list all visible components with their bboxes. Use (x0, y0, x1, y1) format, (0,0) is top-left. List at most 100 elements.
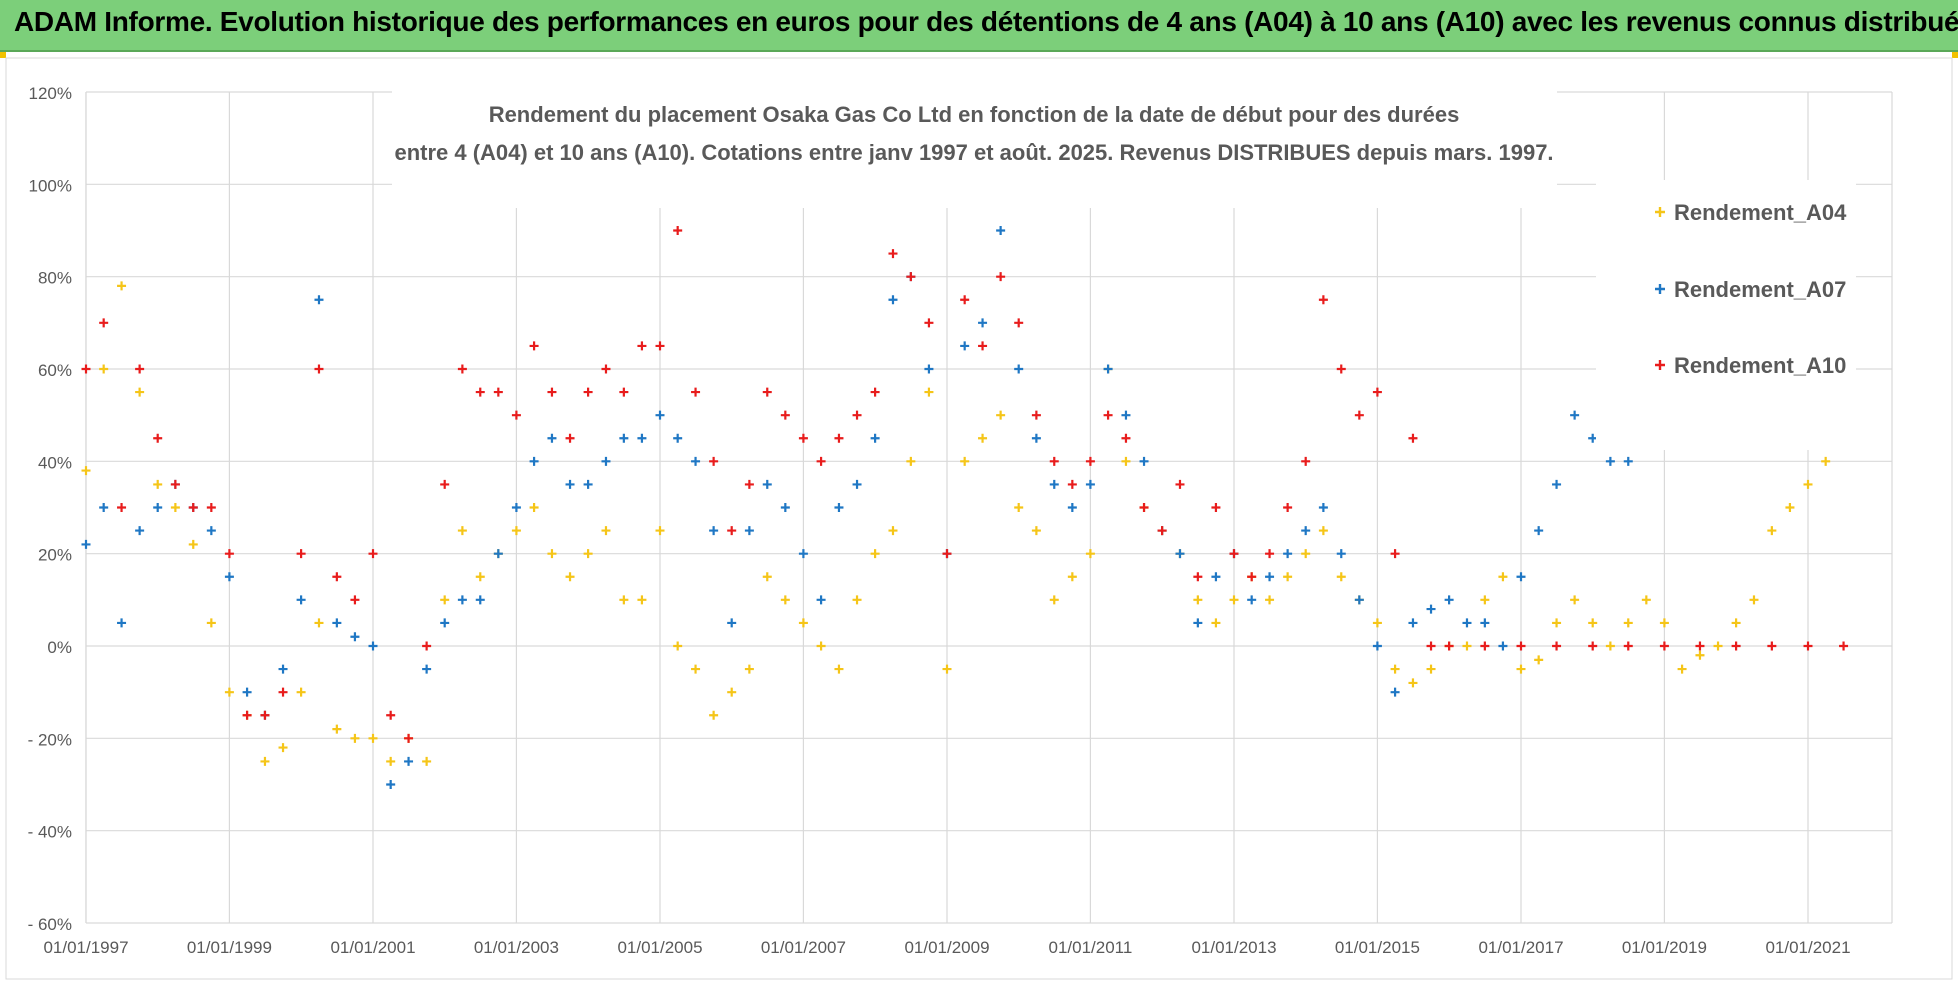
data-point (1534, 526, 1544, 536)
data-point (996, 410, 1006, 420)
data-point (709, 456, 719, 466)
data-point (888, 526, 898, 536)
data-point (673, 641, 683, 651)
data-point (1390, 687, 1400, 697)
data-point (99, 364, 109, 374)
data-point (601, 526, 611, 536)
legend-box (1596, 180, 1856, 450)
data-point (153, 503, 163, 512)
data-point (314, 618, 324, 628)
data-point (1677, 664, 1687, 674)
data-point (1247, 572, 1257, 582)
data-point (942, 664, 952, 674)
data-point (870, 387, 880, 397)
data-point (1516, 572, 1526, 582)
data-point (655, 341, 665, 351)
data-point (1265, 595, 1275, 605)
data-point (1552, 618, 1562, 628)
data-point (422, 641, 432, 651)
data-point (727, 687, 737, 697)
data-point (924, 318, 934, 328)
data-point (978, 318, 988, 328)
data-point (637, 433, 647, 443)
data-point (511, 526, 521, 536)
data-point (386, 756, 396, 766)
data-point (960, 295, 970, 305)
data-point (1014, 318, 1024, 328)
data-point (1767, 641, 1777, 651)
data-point (619, 433, 629, 443)
legend-label: Rendement_A10 (1674, 353, 1846, 378)
data-point (1318, 526, 1328, 536)
data-point (1372, 387, 1382, 397)
data-point (457, 595, 467, 605)
data-point (170, 503, 180, 512)
data-point (1336, 364, 1346, 374)
y-tick-label: 20% (38, 546, 72, 565)
data-point (1570, 410, 1580, 420)
y-tick-label: 60% (38, 361, 72, 380)
data-point (386, 710, 396, 720)
data-point (529, 341, 539, 351)
data-point (457, 526, 467, 536)
data-point (1623, 618, 1633, 628)
data-point (1031, 526, 1041, 536)
data-point (583, 479, 593, 489)
data-point (870, 433, 880, 443)
data-point (1247, 595, 1257, 605)
data-point (1157, 526, 1167, 536)
data-point (780, 410, 790, 420)
data-point (1552, 641, 1562, 651)
data-point (368, 733, 378, 743)
data-point (1731, 618, 1741, 628)
x-tick-label: 01/01/2015 (1335, 938, 1420, 957)
y-tick-label: 120% (29, 84, 72, 103)
data-point (565, 479, 575, 489)
data-point (1570, 595, 1580, 605)
data-point (1336, 572, 1346, 582)
data-point (870, 549, 880, 559)
data-point (906, 456, 916, 466)
data-point (691, 456, 701, 466)
vertical-gridlines (85, 92, 1893, 923)
data-point (924, 387, 934, 397)
data-point (780, 503, 790, 512)
data-point (1534, 655, 1544, 665)
chart-title-line-2: entre 4 (A04) et 10 ans (A10). Cotations… (394, 140, 1553, 165)
data-point (798, 433, 808, 443)
chart-title-line-1: Rendement du placement Osaka Gas Co Ltd … (489, 102, 1460, 127)
data-point (1193, 572, 1203, 582)
data-point (511, 410, 521, 420)
data-point (762, 387, 772, 397)
data-point (637, 595, 647, 605)
data-point (153, 479, 163, 489)
x-tick-label: 01/01/2017 (1478, 938, 1563, 957)
data-point (135, 364, 145, 374)
data-point (153, 433, 163, 443)
data-point (260, 756, 270, 766)
data-point (368, 641, 378, 651)
data-point (1803, 641, 1813, 651)
data-point (1067, 479, 1077, 489)
data-point (727, 526, 737, 536)
legend-marker (1655, 284, 1665, 294)
data-point (744, 479, 754, 489)
data-point (1695, 641, 1705, 651)
data-point (242, 687, 252, 697)
data-point (99, 503, 109, 512)
data-point (81, 364, 91, 374)
data-point (206, 526, 216, 536)
data-point (457, 364, 467, 374)
data-point (1139, 456, 1149, 466)
data-point (888, 295, 898, 305)
data-point (583, 549, 593, 559)
data-point (1480, 641, 1490, 651)
data-point (1121, 433, 1131, 443)
data-point (224, 549, 234, 559)
y-axis-tick-labels: 120% 100% 80% 60% 40% 20% 0% - 20% - 40% - 60% (28, 84, 72, 934)
series-Rendement_A10 (81, 226, 1849, 743)
data-point (978, 433, 988, 443)
data-point (1283, 572, 1293, 582)
data-point (1014, 364, 1024, 374)
data-point (529, 456, 539, 466)
